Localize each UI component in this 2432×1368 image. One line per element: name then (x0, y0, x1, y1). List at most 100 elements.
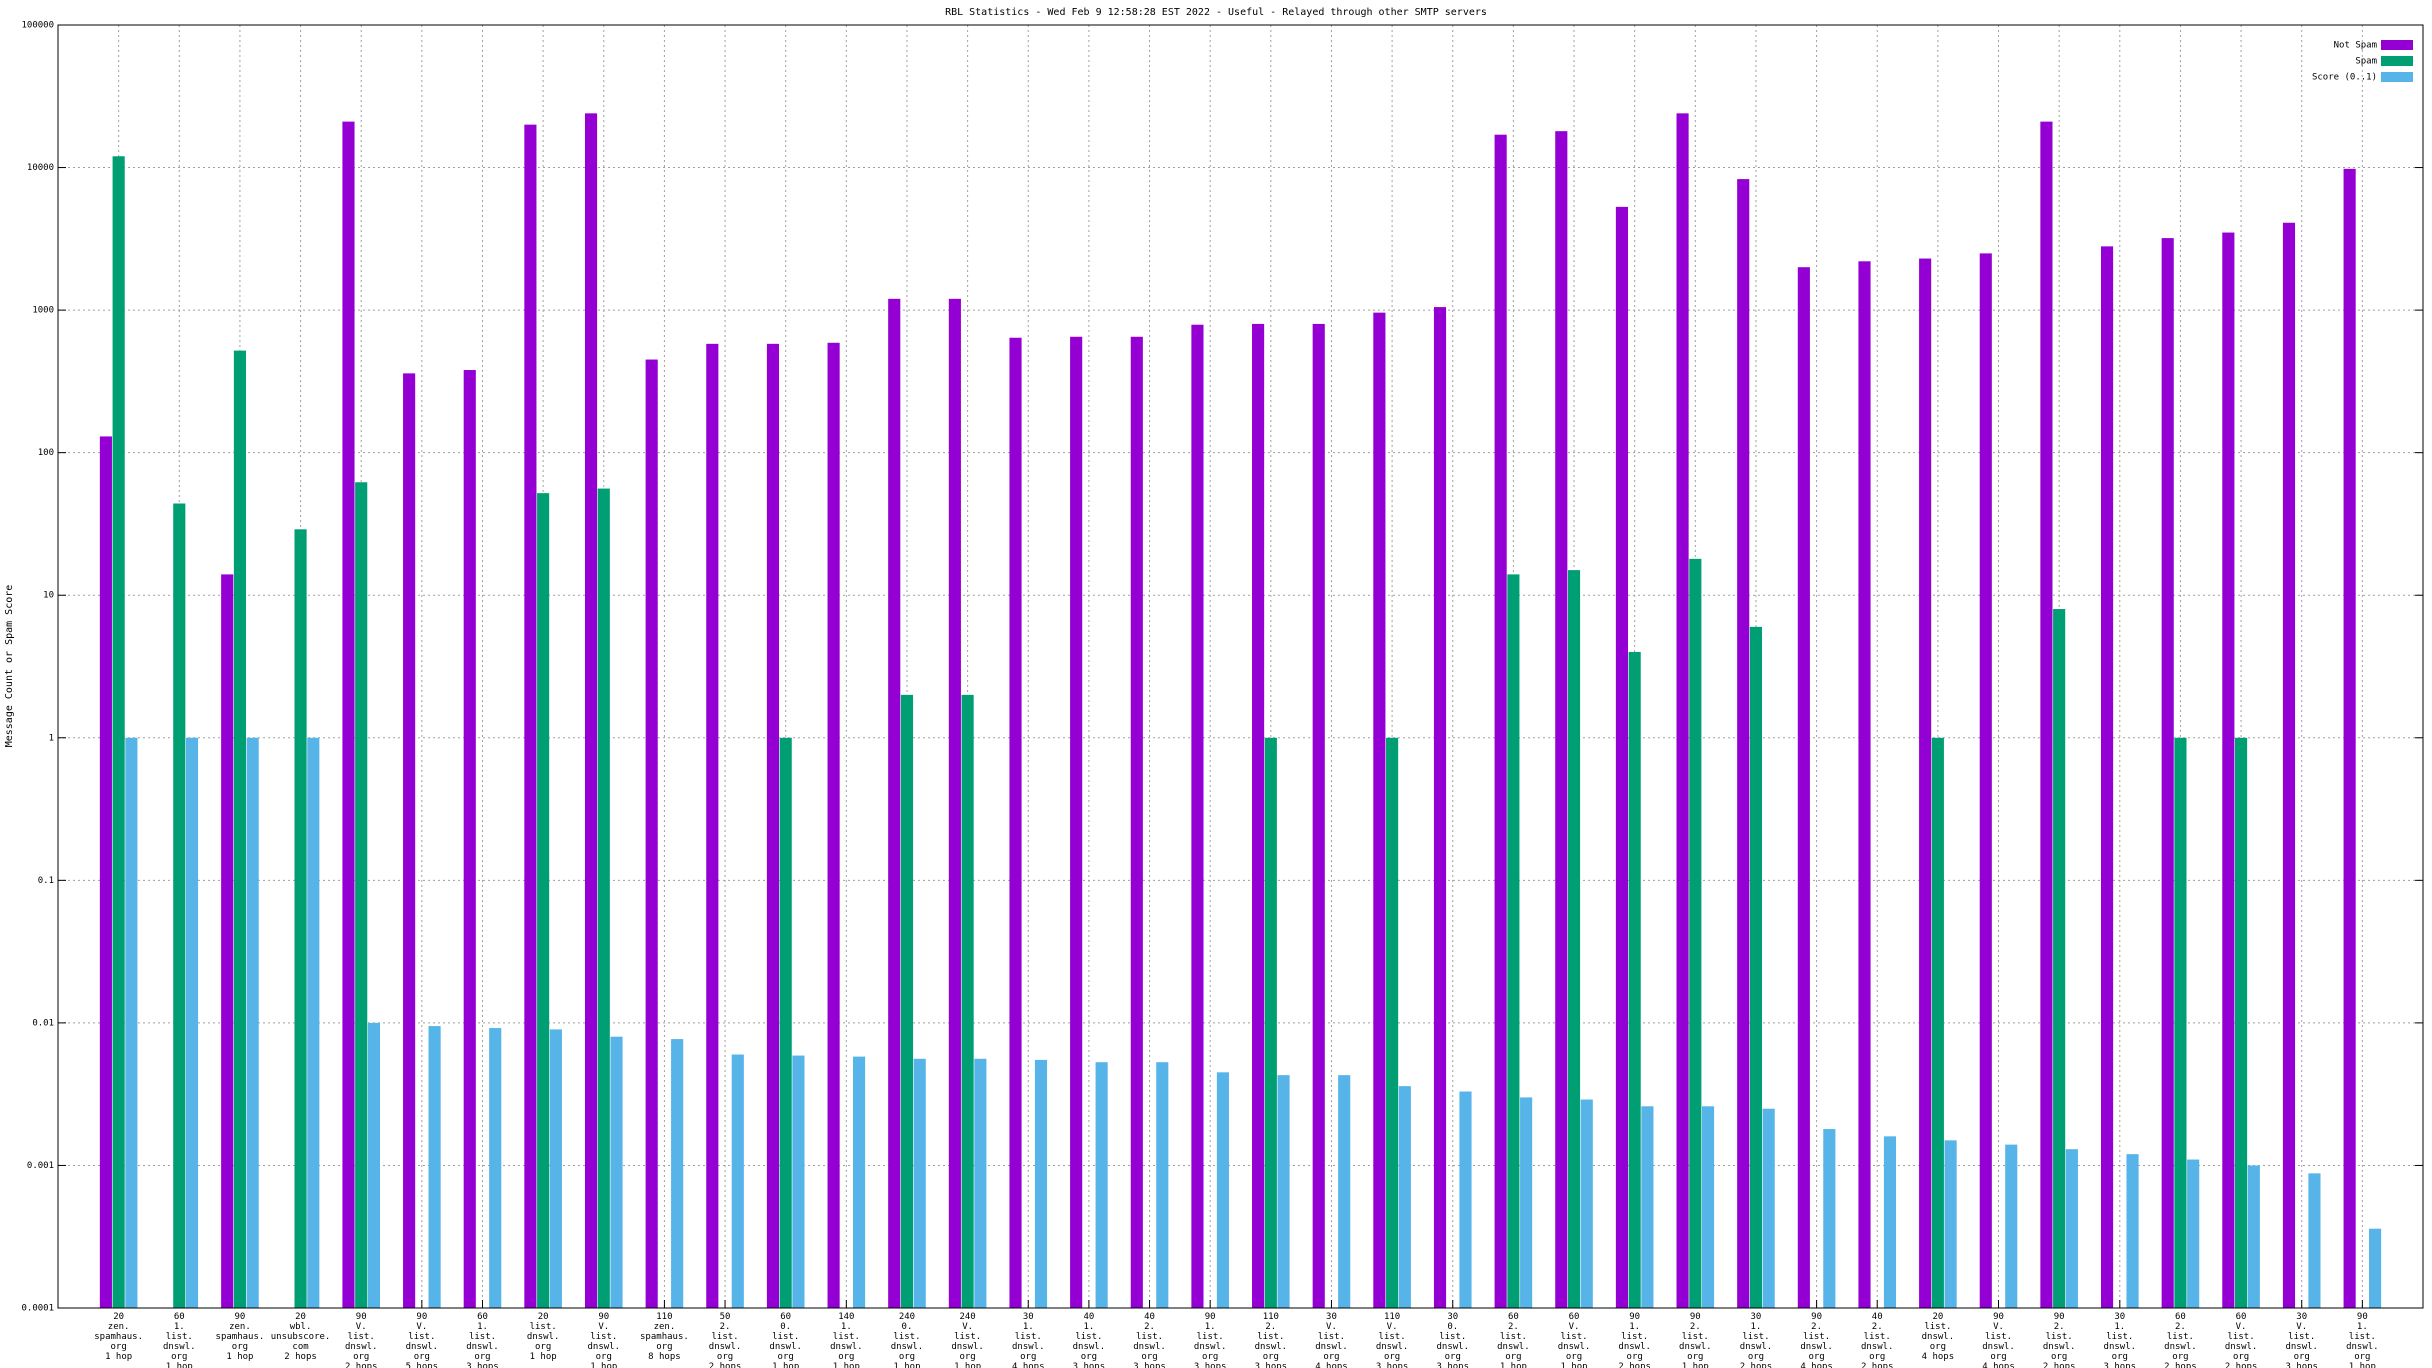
x-tick-label-line: 2 hops (709, 1362, 742, 1368)
bar (99, 436, 112, 1308)
bar (974, 1058, 987, 1308)
x-tick-label-line: org (1263, 1352, 1279, 1362)
bar (1459, 1091, 1472, 1308)
bar (1494, 134, 1507, 1309)
legend-label: Spam (2355, 57, 2377, 67)
x-tick-label-line: list. (712, 1332, 739, 1342)
x-tick-label: 20 list. dnswl. org 4 hops (1922, 1312, 1955, 1362)
bar (1641, 1106, 1654, 1308)
x-tick-label-line: 2 hops (2225, 1362, 2258, 1368)
x-tick-label-line: 3 hops (466, 1362, 499, 1368)
bar (1555, 131, 1568, 1308)
x-tick-label-line: 1. (1023, 1322, 1034, 1332)
x-tick-label-line: 8 hops (648, 1352, 681, 1362)
x-tick-label-line: zen. (229, 1322, 251, 1332)
x-tick-label-line: dnswl. (2225, 1342, 2258, 1352)
x-tick-label-line: 30 (1751, 1312, 1762, 1322)
bar (1919, 258, 1932, 1308)
x-tick-label-line: 3 hops (1194, 1362, 1227, 1368)
x-tick-label-line: 110 (1384, 1312, 1400, 1322)
x-tick-label-line: dnswl. (2285, 1342, 2318, 1352)
x-tick-label-line: 30 (2114, 1312, 2125, 1322)
x-tick-label: 20 wbl. unsubscore. com 2 hops (271, 1312, 331, 1362)
x-tick-label-line: dnswl. (466, 1342, 499, 1352)
bar (766, 343, 780, 1308)
bar (1156, 1062, 1169, 1308)
x-tick-label-line: 2. (1811, 1322, 1822, 1332)
x-tick-label-line: list. (2228, 1332, 2255, 1342)
y-tick-label: 1 (49, 733, 54, 743)
bar (1858, 261, 1871, 1308)
bar (731, 1054, 744, 1308)
x-tick-label-line: 90 (416, 1312, 427, 1322)
x-tick-label-line: list. (166, 1332, 193, 1342)
x-tick-label-line: 30 (1326, 1312, 1337, 1322)
x-tick-label-line: 1 hop (1560, 1362, 1587, 1368)
x-tick-label-line: list. (590, 1332, 617, 1342)
x-tick-label-line: 0. (1447, 1322, 1458, 1332)
bar (549, 1029, 562, 1308)
bar (537, 493, 550, 1308)
x-tick-label-line: list. (1924, 1322, 1951, 1332)
bar (2100, 246, 2114, 1309)
legend-label: Score (0..1) (2312, 73, 2377, 83)
x-tick-label-line: dnswl. (1073, 1342, 1106, 1352)
x-tick-label-line: 2. (2175, 1322, 2186, 1332)
x-tick-label-line: 4 hops (1922, 1352, 1955, 1362)
bar (2369, 1228, 2382, 1308)
x-tick-label-line: list. (1075, 1332, 1102, 1342)
x-tick-label-line: dnswl. (1497, 1342, 1530, 1352)
x-tick-label-line: 40 (1144, 1312, 1155, 1322)
bar (489, 1028, 502, 1308)
x-tick-label-line: list. (530, 1322, 557, 1332)
bar (112, 156, 125, 1308)
x-tick-label-line: 2. (2054, 1322, 2065, 1332)
x-tick-label-line: org (717, 1352, 733, 1362)
bar (1615, 206, 1628, 1308)
x-tick-label: 90 zen. spamhaus. org 1 hop (216, 1312, 265, 1362)
x-tick-label-line: 1 hop (1500, 1362, 1527, 1368)
x-tick-label-line: 60 (1569, 1312, 1580, 1322)
x-tick-label-line: 90 (356, 1312, 367, 1322)
x-tick-label-line: org (2172, 1352, 2188, 1362)
y-tick-label: 0.1 (38, 876, 54, 886)
bar (2247, 1165, 2260, 1308)
bar (294, 529, 307, 1308)
x-tick-label: 90 2. list. dnswl. org 1 hop (1679, 1312, 1712, 1368)
x-tick-label-line: dnswl. (2164, 1342, 2197, 1352)
x-tick-label-line: list. (1621, 1332, 1648, 1342)
x-tick-label-line: dnswl. (1376, 1342, 1409, 1352)
bar (1580, 1099, 1593, 1308)
bar (2343, 168, 2356, 1309)
x-tick-label-line: dnswl. (1618, 1342, 1651, 1352)
x-tick-label-line: V. (598, 1322, 609, 1332)
x-tick-label-line: list. (954, 1332, 981, 1342)
x-tick-label-line: list. (1197, 1332, 1224, 1342)
x-tick-label-line: zen. (654, 1322, 676, 1332)
x-tick-label-line: dnswl. (1194, 1342, 1227, 1352)
legend-swatch (2381, 56, 2413, 66)
x-tick-label-line: dnswl. (1861, 1342, 1894, 1352)
bar (1191, 324, 1204, 1308)
x-tick-label: 50 2. list. dnswl. org 2 hops (709, 1312, 742, 1368)
x-tick-label-line: wbl. (290, 1322, 312, 1332)
bar (125, 737, 138, 1308)
x-tick-label-line: list. (893, 1332, 920, 1342)
x-tick-label: 90 2. list. dnswl. org 2 hops (2043, 1312, 2076, 1368)
bar (1520, 1097, 1533, 1308)
x-tick-label-line: list. (408, 1332, 435, 1342)
x-tick-label-line: dnswl. (1558, 1342, 1591, 1352)
bar (1749, 626, 1763, 1308)
x-tick-label-line: 240 (959, 1312, 975, 1322)
x-tick-label-line: org (474, 1352, 490, 1362)
bar (1398, 1086, 1411, 1308)
x-tick-label-line: 4 hops (1315, 1362, 1348, 1368)
x-tick-label: 30 V. list. dnswl. org 3 hops (2285, 1312, 2318, 1368)
bar (2040, 121, 2053, 1308)
bar (584, 113, 598, 1308)
bar (961, 694, 974, 1308)
x-tick-label-line: dnswl. (769, 1342, 802, 1352)
x-tick-label-line: org (1627, 1352, 1643, 1362)
x-tick-label-line: org (778, 1352, 794, 1362)
bar (1628, 651, 1641, 1308)
